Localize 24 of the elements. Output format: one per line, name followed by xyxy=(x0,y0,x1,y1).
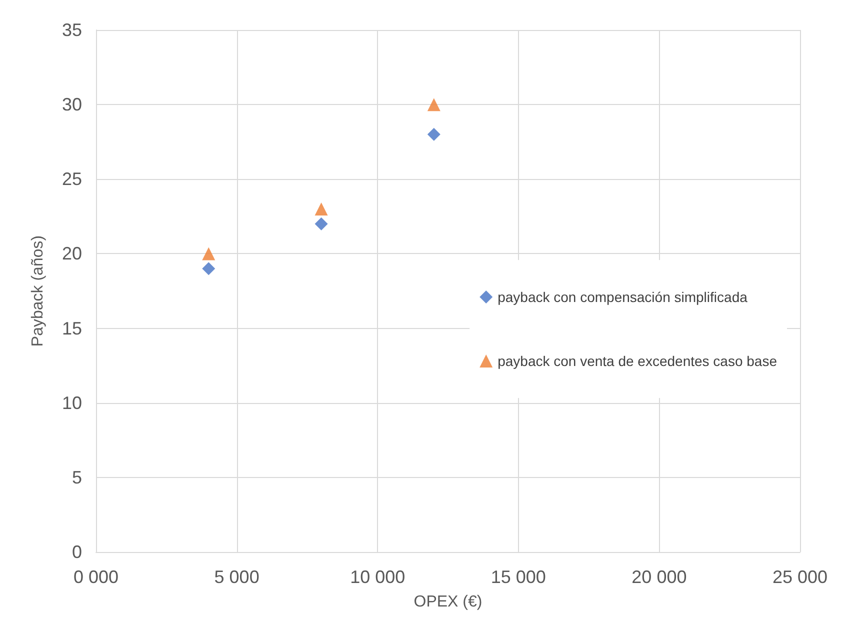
y-tick-label: 30 xyxy=(62,94,82,115)
x-tick-label: 0 000 xyxy=(73,567,119,587)
x-tick-label: 15 000 xyxy=(490,567,546,587)
y-tick-label: 5 xyxy=(72,467,82,488)
y-tick-label: 35 xyxy=(62,20,82,40)
y-tick-label: 15 xyxy=(62,318,82,338)
point xyxy=(202,262,216,276)
y-tick-label: 20 xyxy=(62,244,82,264)
x-axis-title: OPEX (€) xyxy=(414,594,482,610)
x-tick-label: 25 000 xyxy=(772,567,828,587)
legend-label: payback con venta de excedentes caso base xyxy=(498,353,778,369)
y-tick-label: 10 xyxy=(62,392,82,413)
y-tick-label: 25 xyxy=(62,169,82,190)
x-tick-label: 10 000 xyxy=(350,567,406,587)
point xyxy=(314,217,328,230)
legend-label: payback con compensación simplificada xyxy=(498,289,748,305)
y-tick-label: 0 xyxy=(72,542,82,562)
y-axis-title: Payback (años) xyxy=(30,235,46,347)
point xyxy=(427,128,440,141)
x-tick-label: 20 000 xyxy=(632,567,687,587)
point xyxy=(314,202,328,216)
point xyxy=(427,98,440,112)
x-tick-label: 5 000 xyxy=(214,567,260,587)
point xyxy=(202,247,216,260)
